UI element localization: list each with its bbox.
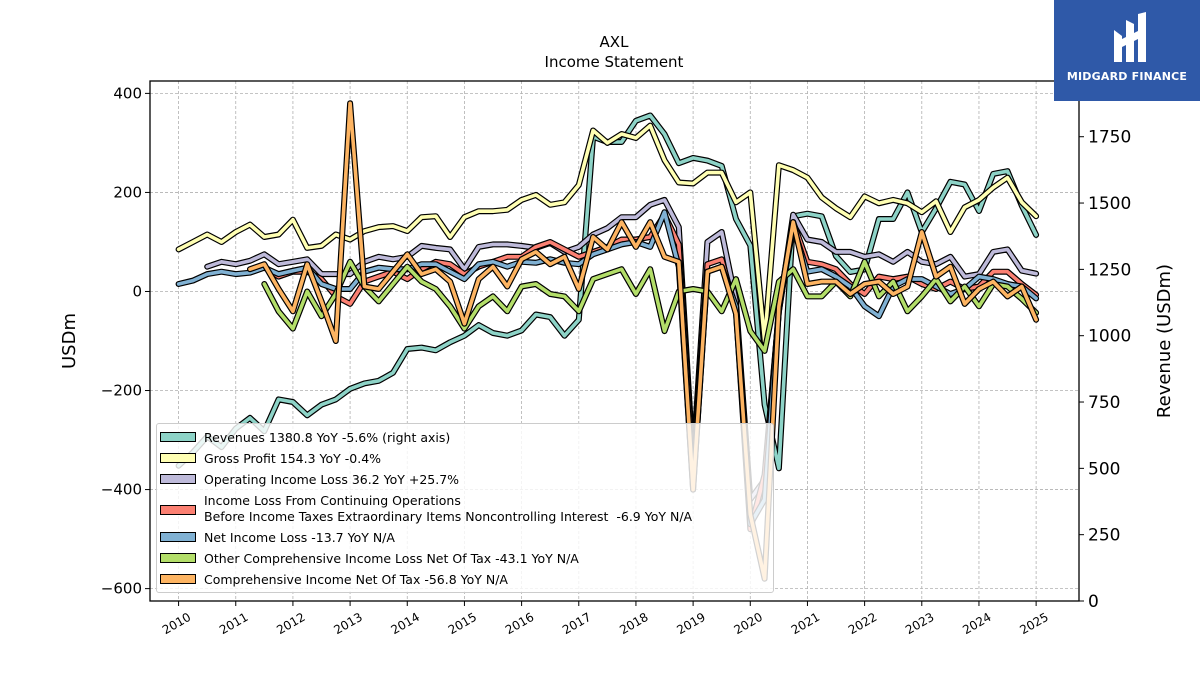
x-tick-label: 2021: [789, 610, 822, 637]
plot-frame: [149, 80, 1080, 602]
legend-label: Operating Income Loss 36.2 YoY +25.7%: [204, 472, 460, 487]
chart-subtitle: Income Statement: [545, 53, 684, 71]
legend-label: Income Loss From Continuing Operations B…: [204, 493, 693, 524]
y-axis-label-left: USDm: [59, 313, 80, 369]
x-tick-label: 2015: [446, 610, 479, 637]
x-tick-label: 2016: [503, 610, 536, 637]
x-tick-label: 2020: [732, 610, 765, 637]
x-tick-label: 2012: [274, 610, 307, 637]
y-tick-label-right: 1000: [1088, 327, 1131, 347]
x-tick-label: 2023: [903, 610, 936, 637]
x-tick-label: 2025: [1017, 610, 1050, 637]
brand-mark-icon: [1114, 12, 1146, 62]
legend-swatch: [160, 553, 196, 563]
y-tick-label-left: −200: [101, 382, 142, 400]
y-tick-label-right: 750: [1088, 393, 1120, 413]
series-group: [175, 100, 1040, 582]
y-tick-label-right: 1750: [1088, 128, 1131, 148]
legend-swatch: [160, 474, 196, 484]
legend-swatch: [160, 505, 196, 515]
y-tick-label-right: 1500: [1088, 194, 1131, 214]
y-tick-label-right: 500: [1088, 459, 1120, 479]
legend-label: Comprehensive Income Net Of Tax -56.8 Yo…: [204, 572, 508, 587]
legend-swatch: [160, 453, 196, 463]
x-tick-label: 2010: [160, 610, 193, 637]
x-tick-label: 2019: [674, 610, 707, 637]
series-line-5: [262, 260, 1038, 353]
legend-swatch: [160, 574, 196, 584]
y-tick-label-right: 0: [1088, 592, 1099, 612]
legend-swatch: [160, 432, 196, 442]
y-tick-label-left: −400: [101, 481, 142, 499]
x-tick-label: 2013: [331, 610, 364, 637]
x-tick-label: 2011: [217, 610, 250, 637]
y-tick-label-right: 1250: [1088, 260, 1131, 280]
brand-logo: MIDGARD FINANCE: [1054, 0, 1200, 101]
y-tick-label-left: 0: [132, 282, 142, 300]
grid: [150, 81, 1079, 601]
brand-name: MIDGARD FINANCE: [1066, 70, 1188, 83]
y-tick-label-right: 250: [1088, 526, 1120, 546]
x-tick-label: 2022: [846, 610, 879, 637]
y-tick-label-left: −600: [101, 580, 142, 598]
legend-label: Revenues 1380.8 YoY -5.6% (right axis): [204, 430, 451, 445]
x-tick-label: 2018: [617, 610, 650, 637]
series-line-6: [248, 101, 1038, 581]
y-tick-label-left: 400: [113, 84, 142, 102]
legend-label: Net Income Loss -13.7 YoY N/A: [204, 530, 395, 545]
chart-title: AXL: [600, 33, 630, 51]
x-tick-label: 2014: [389, 610, 422, 637]
y-tick-label-left: 200: [113, 183, 142, 201]
y-axis-label-right: Revenue (USDm): [1154, 264, 1175, 418]
legend-label: Other Comprehensive Income Loss Net Of T…: [204, 551, 579, 566]
legend-label: Gross Profit 154.3 YoY -0.4%: [204, 451, 382, 466]
series-line-1: [176, 123, 1038, 343]
legend: Revenues 1380.8 YoY -5.6% (right axis) G…: [156, 423, 774, 593]
x-tick-label: 2024: [960, 610, 993, 637]
x-tick-label: 2017: [560, 610, 593, 637]
legend-swatch: [160, 532, 196, 542]
